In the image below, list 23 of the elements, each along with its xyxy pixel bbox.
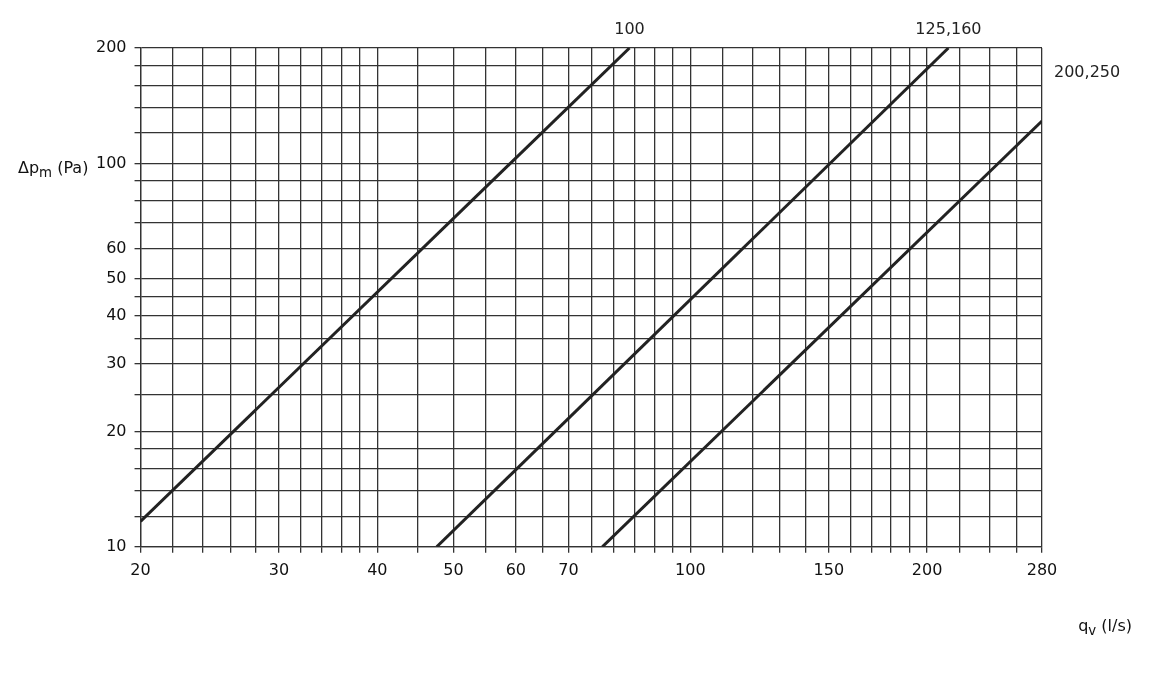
y-axis-title: Δp$_{m}$ (Pa) [18,158,89,181]
series-label: 100 [614,19,645,39]
x-tick-label: 150 [813,559,845,579]
y-tick-label: 30 [106,353,127,373]
y-tick-label: 200 [95,37,127,57]
x-tick-label: 20 [130,559,151,579]
y-tick-label: 60 [106,237,127,257]
y-tick-label: 20 [106,420,127,440]
y-tick-label: 100 [95,152,127,172]
text: 200,250 [1054,62,1121,82]
x-tick-label: 280 [1026,559,1058,579]
x-tick-label: 60 [505,559,526,579]
x-axis-title: q$_{v}$ (l/s) [1078,615,1132,638]
series-label: 125,160 [915,19,982,39]
x-tick-label: 200 [911,559,943,579]
x-tick-label: 50 [443,559,464,579]
x-tick-label: 70 [558,559,579,579]
y-tick-label: 10 [106,535,127,555]
y-tick-label: 40 [106,305,127,325]
x-tick-label: 100 [675,559,706,579]
x-tick-label: 30 [268,559,290,579]
y-tick-label: 50 [106,267,127,287]
x-tick-label: 40 [367,559,388,579]
